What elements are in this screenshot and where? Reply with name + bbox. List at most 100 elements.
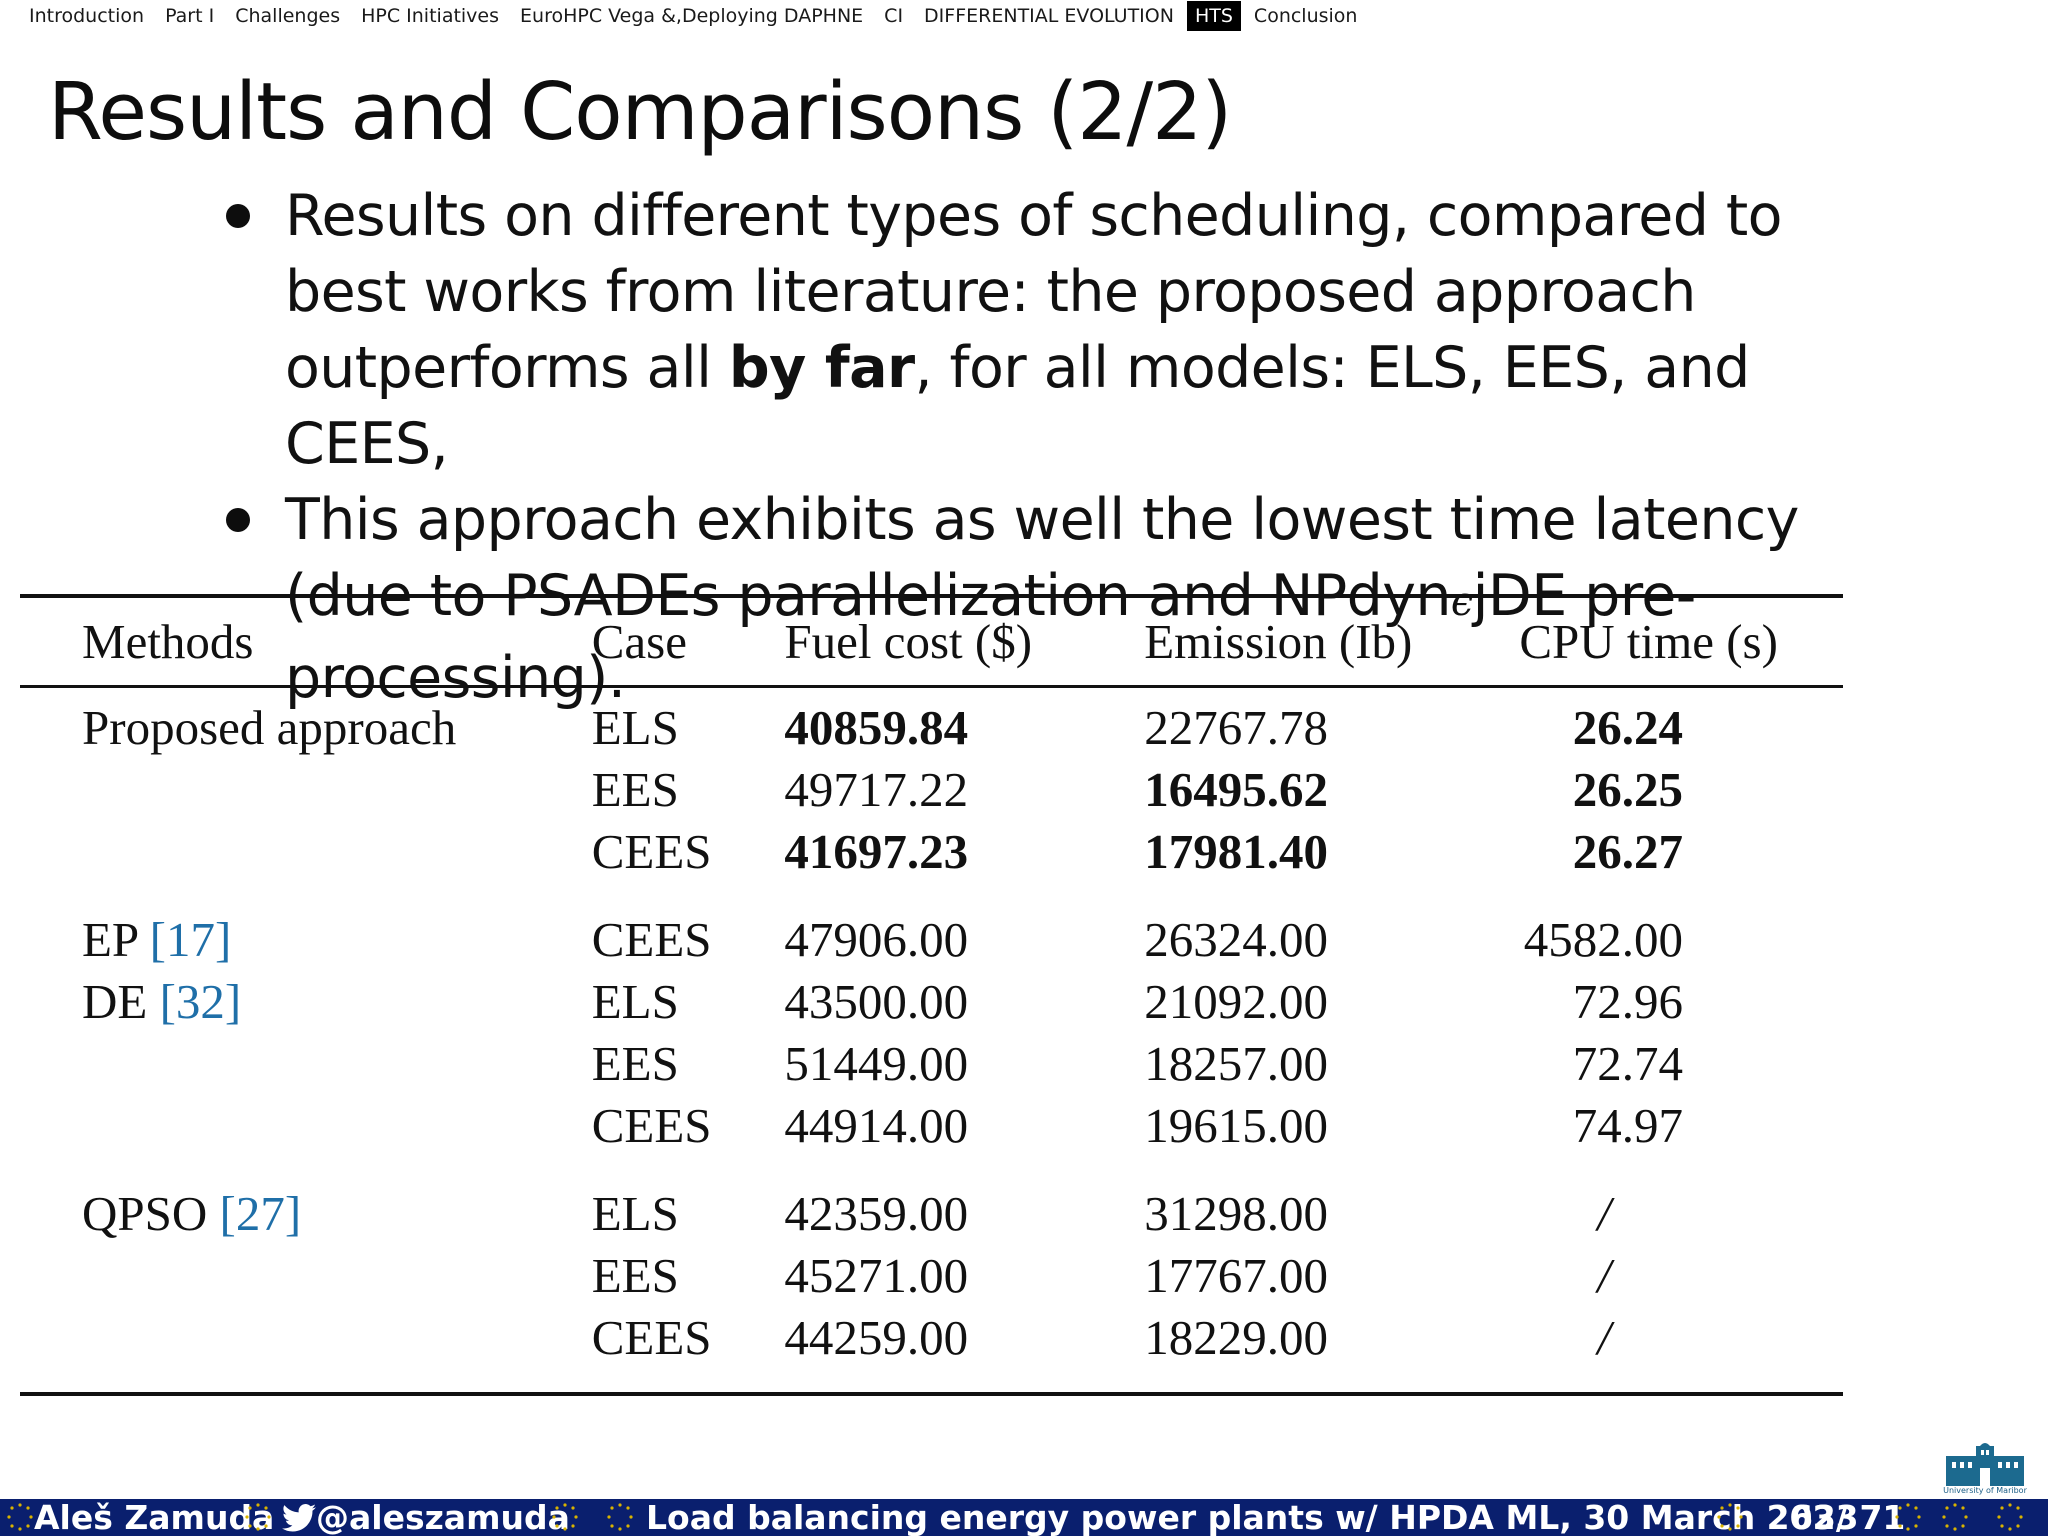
eu-stars-icon [245, 1503, 271, 1531]
footer-handle: @aleszamuda [316, 1499, 570, 1536]
citation-link[interactable]: [27] [219, 1185, 302, 1241]
cell-emission: 17981.40 [1144, 823, 1328, 879]
cell-case: ELS [591, 699, 679, 755]
cell-fuel-cost: 42359.00 [784, 1185, 969, 1241]
table-row: Proposed approach ELS 40859.84 22767.78 26.2… [20, 696, 1843, 758]
nav-item-eurohpc-vega-deploying-daphne[interactable]: EuroHPC Vega &,Deploying DAPHNE [520, 5, 864, 27]
citation-link[interactable]: [32] [159, 973, 242, 1029]
cell-method [20, 820, 592, 882]
nav-item-hts[interactable]: HTS [1186, 1, 1241, 31]
cell-emission: 31298.00 [1144, 1185, 1328, 1241]
table-row: CEES 44259.00 18229.00 / [20, 1306, 1843, 1368]
citation-link[interactable]: [17] [149, 911, 232, 967]
cell-cpu-time: 4582.00 [1523, 911, 1683, 967]
cell-fuel-cost: 41697.23 [784, 823, 969, 879]
cell-case: EES [591, 1247, 679, 1303]
cell-fuel-cost: 45271.00 [784, 1247, 969, 1303]
cell-case: ELS [591, 973, 679, 1029]
cell-fuel-cost: 47906.00 [784, 911, 969, 967]
eu-stars-icon [1942, 1503, 1968, 1531]
cell-fuel-cost: 51449.00 [784, 1035, 969, 1091]
cell-cpu-time: / [1597, 1185, 1611, 1241]
table-spacer-row [20, 687, 1843, 697]
cell-method [20, 1094, 592, 1156]
university-name: University of Maribor [1943, 1486, 2027, 1495]
bullet-text: Results on different types of scheduling… [285, 183, 1783, 401]
table-row: EP [17] CEES 47906.00 26324.00 4582.00 [20, 908, 1843, 970]
cell-fuel-cost: 44914.00 [784, 1097, 969, 1153]
cell-case: EES [591, 761, 679, 817]
twitter-bird-icon [282, 1504, 316, 1532]
nav-item-hpc-initiatives[interactable]: HPC Initiatives [361, 5, 500, 27]
table-header-row: Methods Case Fuel cost ($) Emission (Ib)… [20, 596, 1843, 688]
cell-cpu-time: / [1597, 1309, 1611, 1365]
method-name: DE [82, 973, 160, 1029]
cell-case: CEES [591, 1309, 712, 1365]
eu-stars-icon [7, 1503, 33, 1531]
slide-title: Results and Comparisons (2/2) [48, 66, 1232, 158]
spacer-cell [20, 1368, 1843, 1394]
cell-fuel-cost: 43500.00 [784, 973, 969, 1029]
cell-cpu-time: / [1597, 1247, 1611, 1303]
footer-talk-title: Load balancing energy power plants w/ HP… [646, 1499, 1859, 1536]
table-spacer-row [20, 1368, 1843, 1394]
spacer-cell [20, 1156, 1843, 1182]
cell-cpu-time: 72.96 [1572, 973, 1683, 1029]
nav-item-challenges[interactable]: Challenges [235, 5, 341, 27]
footer-bar: Aleš Zamuda @aleszamuda Load balancing e… [0, 1499, 2048, 1536]
table-row: CEES 41697.23 17981.40 26.27 [20, 820, 1843, 882]
cell-case: ELS [591, 1185, 679, 1241]
header-emission: Emission (Ib) [1144, 596, 1520, 688]
cell-emission: 18229.00 [1144, 1309, 1328, 1365]
section-navigation: Introduction Part I Challenges HPC Initiati… [0, 0, 2048, 32]
cell-fuel-cost: 49717.22 [784, 761, 969, 817]
eu-stars-icon [1895, 1503, 1921, 1531]
header-methods: Methods [20, 596, 592, 688]
method-name: Proposed approach [82, 699, 457, 755]
cell-case: EES [591, 1035, 679, 1091]
footer-author: Aleš Zamuda [34, 1499, 275, 1536]
cell-cpu-time: 26.25 [1572, 761, 1683, 817]
eu-stars-icon [1997, 1503, 2023, 1531]
cell-emission: 16495.62 [1144, 761, 1328, 817]
nav-item-introduction[interactable]: Introduction [29, 5, 145, 27]
eu-stars-icon [552, 1503, 578, 1531]
results-table: Methods Case Fuel cost ($) Emission (Ib)… [20, 594, 1843, 1396]
cell-emission: 21092.00 [1144, 973, 1328, 1029]
university-building-icon [1946, 1443, 2024, 1486]
table-row: DE [32] ELS 43500.00 21092.00 72.96 [20, 970, 1843, 1032]
cell-method [20, 1032, 592, 1094]
cell-cpu-time: 26.24 [1572, 699, 1683, 755]
header-cpu-time: CPU time (s) [1519, 596, 1843, 688]
cell-method [20, 1306, 592, 1368]
cell-method: EP [17] [20, 908, 592, 970]
table-row: EES 51449.00 18257.00 72.74 [20, 1032, 1843, 1094]
spacer-cell [20, 882, 1843, 908]
nav-item-part-i[interactable]: Part I [165, 5, 215, 27]
cell-emission: 18257.00 [1144, 1035, 1328, 1091]
bullet-emphasis: by far [728, 335, 915, 401]
cell-cpu-time: 74.97 [1572, 1097, 1683, 1153]
cell-cpu-time: 72.74 [1572, 1035, 1683, 1091]
footer-twitter[interactable]: @aleszamuda [282, 1499, 570, 1536]
nav-item-conclusion[interactable]: Conclusion [1253, 5, 1358, 27]
eu-stars-icon [607, 1503, 633, 1531]
cell-emission: 19615.00 [1144, 1097, 1328, 1153]
nav-item-differential-evolution[interactable]: DIFFERENTIAL EVOLUTION [924, 5, 1174, 27]
cell-method: DE [32] [20, 970, 592, 1032]
method-name: QPSO [82, 1185, 220, 1241]
bullet-dot-icon [226, 508, 250, 532]
cell-method: QPSO [27] [20, 1182, 592, 1244]
nav-item-ci[interactable]: CI [884, 5, 904, 27]
cell-method [20, 1244, 592, 1306]
table-spacer-row [20, 1156, 1843, 1182]
footer-page-number: 63/ 71 [1790, 1499, 1906, 1536]
method-name: EP [82, 911, 150, 967]
table-row: EES 49717.22 16495.62 26.25 [20, 758, 1843, 820]
table-spacer-row [20, 882, 1843, 908]
bullet-dot-icon [226, 204, 250, 228]
cell-case: CEES [591, 823, 712, 879]
cell-cpu-time: 26.27 [1572, 823, 1683, 879]
spacer-cell [20, 687, 1843, 697]
table-row: QPSO [27] ELS 42359.00 31298.00/ [20, 1182, 1843, 1244]
